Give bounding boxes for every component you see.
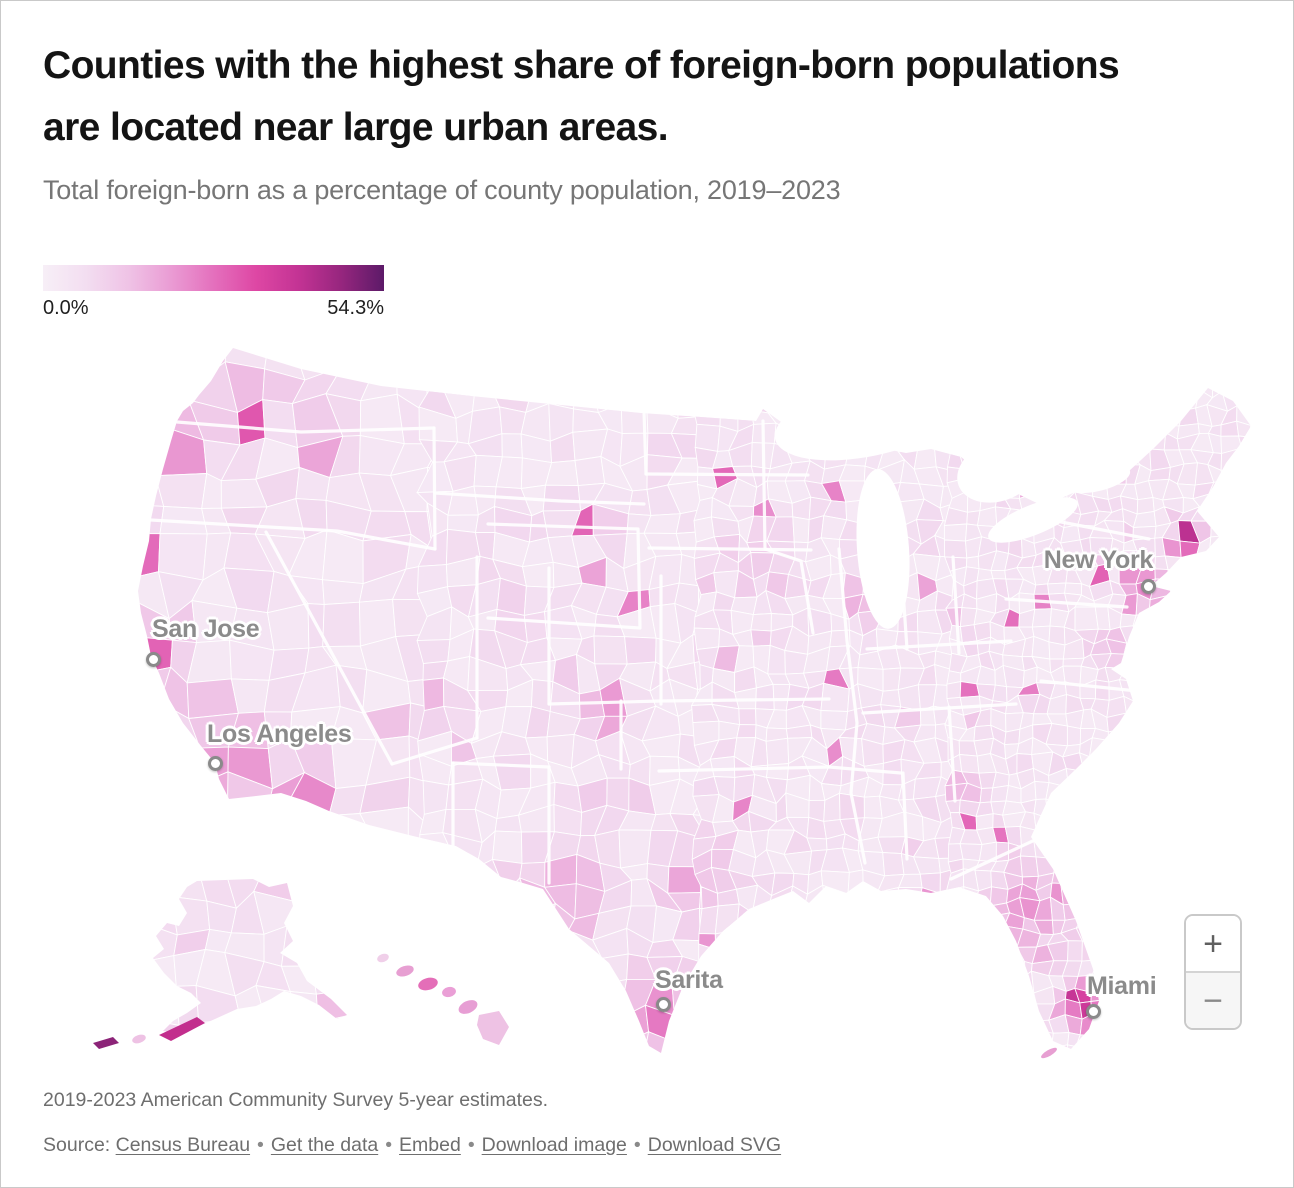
footer: 2019-2023 American Community Survey 5-ye…	[43, 1089, 781, 1157]
city-marker-miami	[1085, 1003, 1101, 1019]
footer-link-download-svg[interactable]: Download SVG	[647, 1134, 782, 1156]
city-marker-san-jose	[145, 651, 161, 667]
footer-link-download-image[interactable]: Download image	[481, 1134, 627, 1156]
zoom-in-button[interactable]: +	[1186, 916, 1240, 971]
footer-link-separator: •	[385, 1134, 393, 1156]
state-borders	[149, 409, 1151, 885]
city-label-new-york: New York	[1043, 546, 1154, 574]
map-canvas	[93, 348, 1251, 1059]
city-label-los-angeles: Los Angeles	[207, 720, 352, 748]
city-marker-sarita	[655, 996, 671, 1012]
city-label-sarita: Sarita	[655, 966, 723, 994]
color-legend: 0.0% 54.3%	[43, 265, 384, 320]
header: Counties with the highest share of forei…	[43, 35, 1203, 206]
us-county-choropleth-map[interactable]: San Jose Los Angeles New York Sarita Miami +…	[1, 336, 1294, 1076]
footer-link-separator: •	[257, 1134, 264, 1156]
footer-link-separator: •	[467, 1134, 475, 1156]
chart-title: Counties with the highest share of forei…	[43, 44, 1120, 149]
map-zoom-control: + −	[1184, 914, 1242, 1030]
source-prefix: Source:	[43, 1134, 116, 1156]
city-label-miami: Miami	[1087, 972, 1157, 1000]
hawaii-and-islands	[93, 953, 1057, 1059]
chart-subtitle: Total foreign-born as a percentage of co…	[43, 175, 841, 206]
legend-gradient-bar	[43, 265, 384, 291]
county-polygons-alaska	[153, 879, 347, 1033]
city-marker-new-york	[1140, 578, 1156, 594]
footer-link-embed[interactable]: Embed	[399, 1134, 461, 1156]
city-marker-los-angeles	[207, 755, 223, 771]
footer-note: 2019-2023 American Community Survey 5-ye…	[43, 1089, 549, 1111]
footer-link-census-bureau[interactable]: Census Bureau	[115, 1134, 251, 1156]
legend-min-label: 0.0%	[43, 297, 89, 319]
great-lakes	[774, 377, 1131, 629]
city-label-san-jose: San Jose	[152, 615, 260, 643]
footer-link-separator: •	[633, 1134, 641, 1156]
zoom-out-button[interactable]: −	[1186, 971, 1240, 1028]
source-line: Source: Census Bureau • Get the data • Embed…	[43, 1134, 781, 1157]
footer-link-get-the-data[interactable]: Get the data	[270, 1134, 379, 1156]
legend-max-label: 54.3%	[327, 297, 384, 319]
